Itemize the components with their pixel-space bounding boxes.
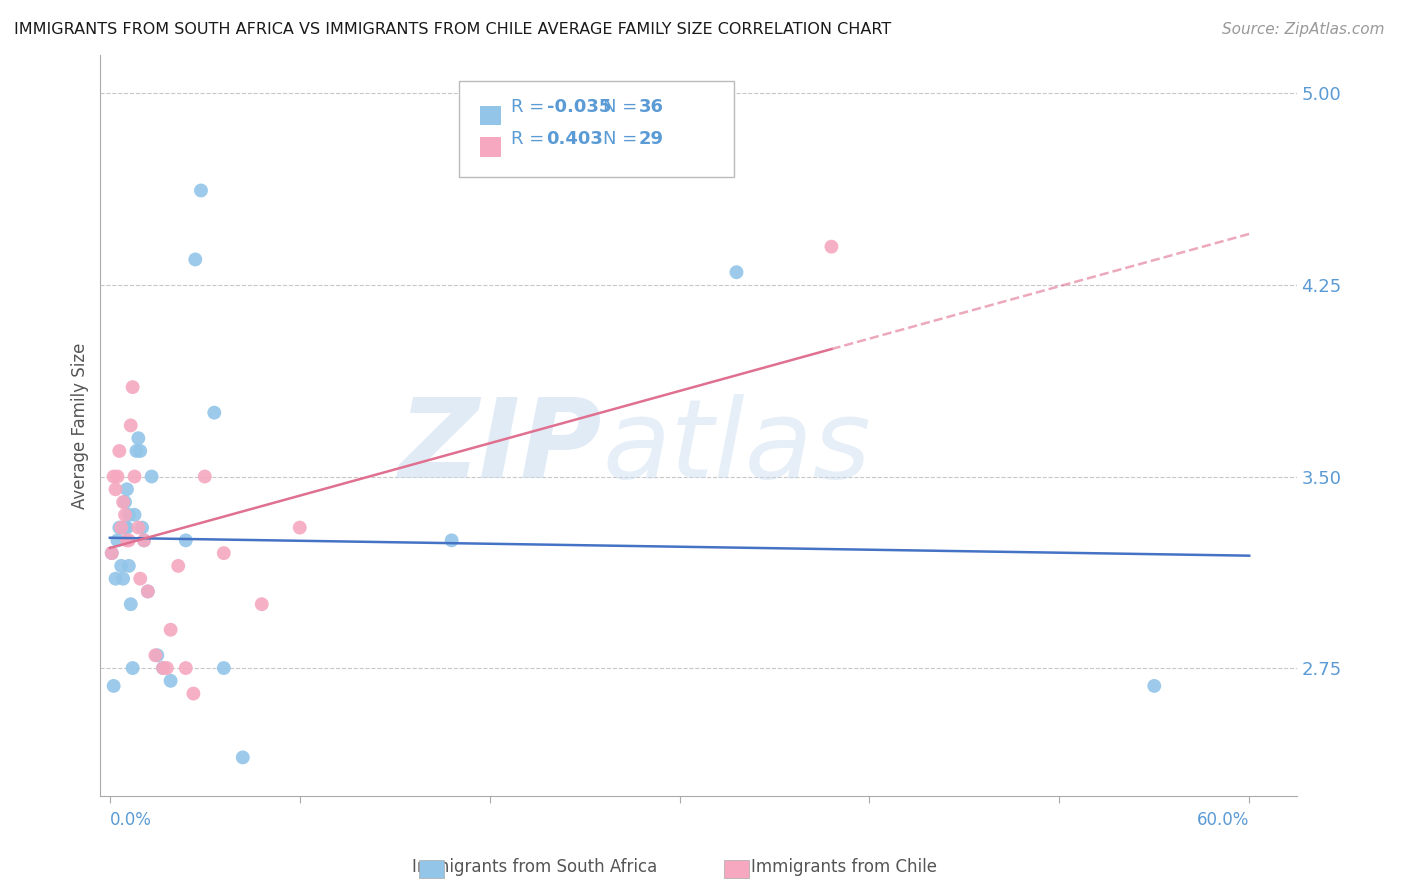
Point xyxy=(145,648,167,663)
Point xyxy=(288,520,311,534)
Point xyxy=(103,469,125,483)
Point xyxy=(125,444,148,458)
Point xyxy=(108,444,131,458)
Point xyxy=(118,508,141,522)
Point xyxy=(100,546,122,560)
Point xyxy=(194,469,217,483)
Point xyxy=(110,558,132,573)
Point xyxy=(121,661,143,675)
Text: -0.035: -0.035 xyxy=(547,98,612,116)
Point xyxy=(156,661,179,675)
Point xyxy=(112,495,135,509)
Text: 0.0%: 0.0% xyxy=(110,811,152,829)
Point xyxy=(114,520,136,534)
Point xyxy=(115,483,138,497)
Point xyxy=(136,584,159,599)
Point xyxy=(184,252,207,267)
Point xyxy=(159,673,181,688)
Point xyxy=(440,533,463,548)
Text: R =: R = xyxy=(510,98,550,116)
Point xyxy=(131,520,153,534)
Point xyxy=(112,572,135,586)
Point xyxy=(104,483,127,497)
Point xyxy=(110,520,132,534)
Point xyxy=(129,572,152,586)
Point xyxy=(107,533,129,548)
Point xyxy=(232,750,254,764)
Text: Source: ZipAtlas.com: Source: ZipAtlas.com xyxy=(1222,22,1385,37)
Point xyxy=(104,572,127,586)
Bar xyxy=(479,137,501,157)
Text: N =: N = xyxy=(603,130,643,148)
Point xyxy=(112,520,135,534)
Text: 29: 29 xyxy=(638,130,664,148)
Text: N =: N = xyxy=(603,98,643,116)
Text: 60.0%: 60.0% xyxy=(1197,811,1249,829)
Point xyxy=(124,469,146,483)
Point xyxy=(127,520,149,534)
Point xyxy=(121,380,143,394)
Point xyxy=(820,240,842,254)
Point xyxy=(202,406,225,420)
Point xyxy=(103,679,125,693)
Point xyxy=(174,533,197,548)
Point xyxy=(725,265,748,279)
Text: R =: R = xyxy=(510,130,555,148)
Point xyxy=(100,546,122,560)
Point xyxy=(114,495,136,509)
Text: Immigrants from South Africa: Immigrants from South Africa xyxy=(412,858,657,876)
Point xyxy=(152,661,174,675)
Point xyxy=(159,623,181,637)
Point xyxy=(152,661,174,675)
Point xyxy=(124,508,146,522)
Text: IMMIGRANTS FROM SOUTH AFRICA VS IMMIGRANTS FROM CHILE AVERAGE FAMILY SIZE CORREL: IMMIGRANTS FROM SOUTH AFRICA VS IMMIGRAN… xyxy=(14,22,891,37)
Point xyxy=(127,431,149,445)
Text: 0.403: 0.403 xyxy=(547,130,603,148)
Point xyxy=(141,469,163,483)
Point xyxy=(167,558,190,573)
Point xyxy=(132,533,155,548)
Point xyxy=(136,584,159,599)
Text: ZIP: ZIP xyxy=(399,394,603,501)
Text: atlas: atlas xyxy=(603,394,872,501)
Point xyxy=(183,687,205,701)
Point xyxy=(212,661,235,675)
Text: 36: 36 xyxy=(638,98,664,116)
Point xyxy=(114,508,136,522)
Point xyxy=(108,520,131,534)
Point xyxy=(174,661,197,675)
Y-axis label: Average Family Size: Average Family Size xyxy=(72,343,89,508)
Point xyxy=(190,184,212,198)
Point xyxy=(1143,679,1166,693)
Point xyxy=(212,546,235,560)
Point xyxy=(107,469,129,483)
Point xyxy=(146,648,169,663)
Point xyxy=(118,533,141,548)
Point xyxy=(132,533,155,548)
Point xyxy=(118,558,141,573)
Point xyxy=(120,597,142,611)
Text: Immigrants from Chile: Immigrants from Chile xyxy=(751,858,936,876)
Bar xyxy=(479,105,501,126)
FancyBboxPatch shape xyxy=(460,81,734,178)
Point xyxy=(115,533,138,548)
Point xyxy=(129,444,152,458)
Point xyxy=(120,418,142,433)
Point xyxy=(250,597,273,611)
Point xyxy=(115,520,138,534)
